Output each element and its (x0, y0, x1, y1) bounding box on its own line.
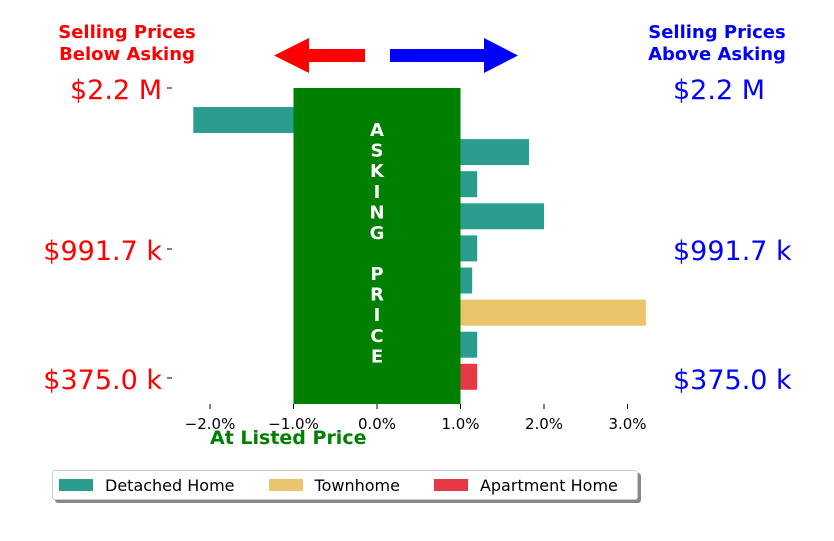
left-header-line1: Selling Prices (58, 22, 195, 43)
x-tick-label: −1.0% (268, 415, 319, 433)
legend: Detached Home Townhome Apartment Home (52, 470, 638, 500)
asking-price-band (293, 88, 461, 404)
left-header-line2: Below Asking (59, 44, 195, 65)
price-letter: I (374, 305, 381, 326)
right-blue-arrow-icon (390, 38, 518, 73)
left-red-arrow-icon (274, 38, 365, 73)
x-tick-label: 3.0% (608, 415, 646, 433)
left-price-label-top: $2.2 M (70, 75, 162, 106)
price-letter: E (371, 346, 383, 367)
legend-swatch-apartment (433, 479, 468, 491)
legend-item-townhome: Townhome (268, 475, 400, 495)
asking-letter: G (370, 223, 385, 244)
x-axis-ticks: −2.0% −1.0% 0.0% 1.0% 2.0% 3.0% (185, 404, 647, 433)
right-header-line2: Above Asking (648, 44, 786, 65)
price-letter: P (370, 264, 383, 285)
left-price-label-mid: $991.7 k (43, 236, 162, 267)
right-price-label-mid: $991.7 k (673, 236, 792, 267)
price-letter: R (370, 285, 384, 306)
x-tick-label: 1.0% (441, 415, 479, 433)
legend-item-apartment: Apartment Home (433, 475, 618, 495)
legend-label-detached: Detached Home (105, 475, 235, 495)
asking-letter: A (370, 120, 384, 141)
right-header-line1: Selling Prices (648, 22, 785, 43)
legend-swatch-townhome (268, 479, 303, 491)
x-tick-label: 2.0% (525, 415, 563, 433)
left-price-label-bottom: $375.0 k (43, 365, 162, 396)
legend-item-detached: Detached Home (59, 476, 235, 495)
x-tick-label: 0.0% (358, 415, 396, 433)
asking-letter: K (370, 161, 385, 182)
legend-label-townhome: Townhome (314, 475, 400, 495)
x-tick-label: −2.0% (185, 415, 236, 433)
right-price-label-top: $2.2 M (673, 75, 765, 106)
legend-label-apartment: Apartment Home (479, 475, 618, 495)
y-axis-ticks (167, 87, 172, 379)
asking-letter: N (369, 202, 384, 223)
asking-letter: I (374, 182, 381, 203)
price-letter: C (370, 326, 383, 347)
x-axis-label: At Listed Price (210, 427, 367, 449)
legend-swatch-detached (59, 479, 93, 491)
right-price-label-bottom: $375.0 k (673, 365, 792, 396)
asking-letter: S (371, 141, 384, 162)
